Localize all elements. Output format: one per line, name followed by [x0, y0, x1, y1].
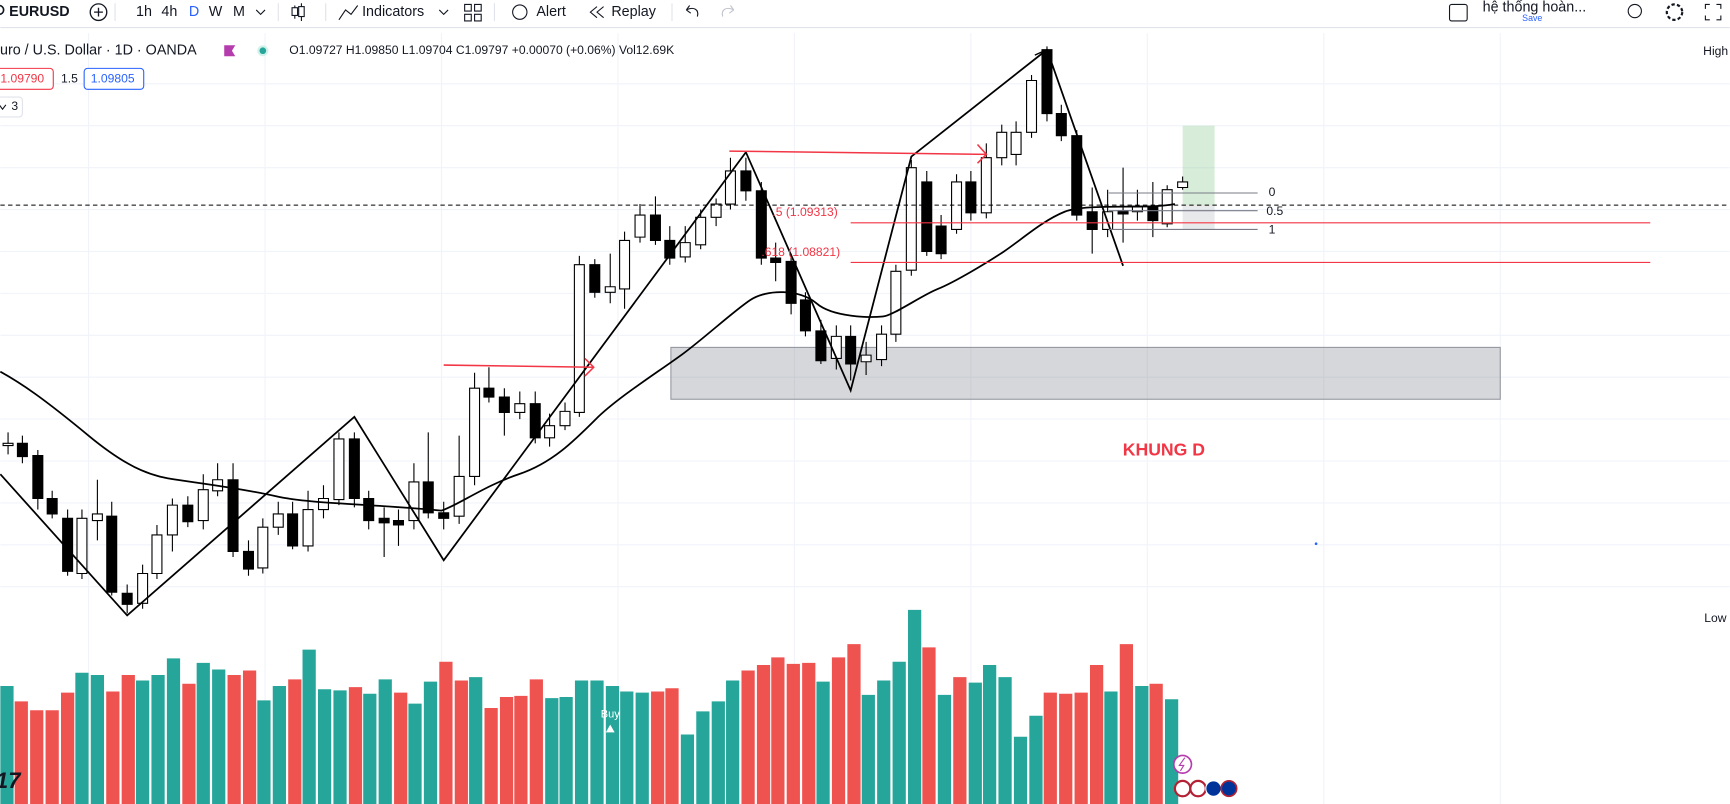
- redo[interactable]: [721, 5, 735, 17]
- long-stop: [1182, 205, 1215, 230]
- ask[interactable]: 1.09805: [91, 72, 135, 86]
- low-label: Low: [1704, 611, 1726, 625]
- note: KHUNG D: [1123, 440, 1205, 460]
- flag-us[interactable]: [1173, 779, 1192, 798]
- position-label: 0.5: [1266, 204, 1283, 218]
- bid[interactable]: 1.09790: [0, 72, 44, 86]
- layout-checkbox[interactable]: [1448, 3, 1468, 22]
- demand-zone: [670, 346, 1501, 400]
- save-label[interactable]: Save: [1522, 13, 1542, 23]
- volume-down: [14, 644, 1163, 804]
- interval-active[interactable]: D: [189, 4, 199, 20]
- position-lines: [1108, 192, 1258, 230]
- grid: [0, 33, 1730, 804]
- separators: [114, 3, 673, 21]
- replay-icon[interactable]: [589, 6, 604, 19]
- fullscreen-icon[interactable]: [1704, 3, 1722, 21]
- flag-us[interactable]: [1189, 779, 1207, 798]
- replay-button[interactable]: Replay: [611, 4, 656, 20]
- volume-up: [0, 609, 1179, 804]
- interval[interactable]: W: [209, 4, 223, 20]
- high-box: [1699, 44, 1730, 60]
- templates-icon[interactable]: [464, 3, 482, 22]
- fib-lines: [850, 222, 1651, 264]
- grid-lines: [0, 33, 1730, 804]
- signal-arrow: [605, 724, 615, 733]
- signal-label: Buy: [601, 709, 620, 721]
- logo: 17: [0, 768, 22, 793]
- indicators-icon[interactable]: [338, 5, 359, 21]
- ohlc: O1.09727 H1.09850 L1.09704 C1.09797 +0.0…: [289, 43, 674, 57]
- compare-button[interactable]: [89, 3, 108, 22]
- spread: 1.5: [61, 72, 78, 86]
- interval[interactable]: 1h: [136, 4, 152, 20]
- undo[interactable]: [685, 5, 699, 17]
- low-box: [1699, 610, 1730, 627]
- indicators-count[interactable]: 3: [11, 99, 18, 113]
- position-label: 0: [1269, 185, 1276, 199]
- fib-label: .618 (1.08821): [761, 245, 840, 259]
- flag-eu[interactable]: [1220, 780, 1238, 798]
- zigzag-arrow: [1034, 49, 1048, 56]
- lightning: [1178, 757, 1186, 772]
- flag-eu[interactable]: [1205, 780, 1222, 797]
- events-icon[interactable]: [1172, 754, 1193, 774]
- fib-label: .5 (1.09313): [772, 205, 837, 219]
- interval[interactable]: 4h: [161, 4, 177, 20]
- indicators-chevron[interactable]: [438, 9, 449, 16]
- plus: [94, 7, 103, 17]
- economic-events[interactable]: [1173, 779, 1238, 798]
- interval-chevron[interactable]: [255, 9, 266, 16]
- toolbar: [0, 0, 1730, 26]
- moving-average: [0, 203, 1176, 512]
- breakout-lines: [443, 143, 988, 377]
- layout-name[interactable]: hệ thống hoàn...: [1483, 0, 1587, 16]
- indicators-toggle[interactable]: [0, 96, 23, 118]
- interval[interactable]: M: [233, 4, 245, 20]
- symbol-title: Euro / U.S. Dollar · 1D · OANDA: [0, 43, 197, 59]
- position-label: 1: [1269, 223, 1276, 237]
- candle-bodies-down: [16, 49, 1159, 605]
- symbol[interactable]: EURUSD: [9, 4, 70, 20]
- flag: [224, 45, 236, 57]
- sell-box[interactable]: [0, 67, 54, 90]
- alert-icon[interactable]: [512, 4, 528, 20]
- toggle-chevron: [0, 104, 7, 111]
- settings-icon[interactable]: [1665, 3, 1684, 21]
- search-icon[interactable]: [1627, 3, 1642, 19]
- dot: [1314, 542, 1318, 546]
- zigzag: [0, 48, 1124, 617]
- search-icon[interactable]: [0, 4, 5, 16]
- long-target: [1182, 125, 1215, 206]
- high-label: High: [1703, 44, 1728, 58]
- indicators-button[interactable]: Indicators: [362, 4, 424, 20]
- buy-box[interactable]: [83, 67, 145, 90]
- status-dot: [259, 47, 267, 55]
- alert-button[interactable]: Alert: [536, 4, 565, 20]
